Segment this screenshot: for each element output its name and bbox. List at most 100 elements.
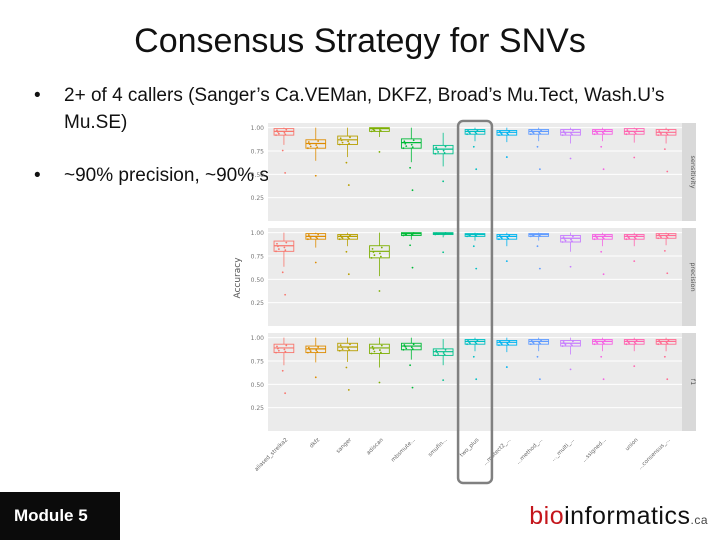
outlier-point [475,168,478,171]
jitter-point [412,139,415,142]
outlier-point [314,174,317,177]
brand-prefix: bio [529,502,565,530]
jitter-point [625,343,628,346]
jitter-point [317,346,320,348]
y-tick-label: 0.50 [251,277,265,284]
outlier-point [411,266,414,269]
jitter-point [348,349,350,351]
outlier-point [409,364,412,367]
jitter-point [444,348,447,351]
jitter-point [277,349,280,352]
jitter-point [434,354,437,357]
jitter-point [275,351,277,354]
jitter-point [627,341,630,343]
jitter-point [601,131,604,134]
x-tick-label: adiscan [366,437,386,457]
x-tick-label: ...method_... [515,437,544,466]
jitter-point [277,248,280,250]
jitter-point [373,254,376,257]
jitter-point [628,132,631,134]
jitter-point [412,232,415,234]
jitter-point [603,129,606,132]
jitter-point [601,236,604,239]
jitter-point [506,236,509,239]
y-tick-label: 1.00 [251,335,265,342]
outlier-point [538,378,541,381]
outlier-point [505,260,508,263]
outlier-point [409,166,412,169]
jitter-point [379,349,381,351]
jitter-point [474,341,477,344]
jitter-point [498,340,501,343]
jitter-point [562,341,565,343]
jitter-point [468,131,470,133]
jitter-point [309,237,312,239]
jitter-point [657,343,660,346]
jitter-point [539,235,542,237]
jitter-point [625,133,628,136]
jitter-point [572,235,574,238]
jitter-point [315,349,318,352]
jitter-point [561,134,564,137]
jitter-point [667,233,670,236]
jitter-point [306,147,309,150]
jitter-point [338,349,341,352]
outlier-point [600,250,603,253]
jitter-point [402,348,405,351]
bullet-glyph: • [34,165,41,186]
x-tick-label: ...consensus_... [637,437,671,471]
box-body [655,129,677,136]
outlier-point [347,389,350,391]
jitter-point [402,234,405,237]
jitter-point [601,341,604,344]
jitter-point [633,131,636,134]
outlier-point [378,381,381,384]
jitter-point [306,238,309,241]
facet-strip-label: f1 [689,379,697,385]
jitter-point [469,132,471,135]
outlier-point [378,290,381,292]
jitter-point [341,141,344,144]
jitter-point [596,132,599,135]
outlier-point [345,366,348,369]
jitter-point [530,339,533,342]
outlier-point [666,272,669,275]
jitter-point [594,129,597,132]
outlier-point [666,170,669,173]
jitter-point [499,131,502,134]
outlier-point [569,157,572,160]
jitter-point [276,242,278,245]
jitter-point [564,239,567,242]
jitter-point [371,345,374,348]
outlier-point [536,355,539,358]
outlier-point [633,365,636,368]
jitter-point [411,146,414,149]
jitter-point [275,134,277,137]
jitter-point [564,133,567,135]
jitter-point [532,234,535,237]
jitter-point [309,350,312,353]
jitter-point [500,133,503,136]
accuracy-boxplot-chart: Accuracy 1.00 0.75 0.50 0.25 sensitivity 1.00 0… [233,119,697,485]
jitter-point [657,134,660,137]
jitter-point [411,348,414,350]
jitter-point [529,133,532,136]
jitter-point [498,134,500,137]
jitter-point [634,342,637,345]
jitter-point [476,233,479,235]
jitter-point [476,339,479,342]
outlier-point [281,149,284,152]
jitter-point [474,131,477,134]
jitter-point [402,147,405,150]
jitter-point [508,340,511,343]
jitter-point [634,237,637,240]
jitter-point [666,342,669,345]
jitter-point [635,234,638,237]
jitter-point [285,128,288,131]
box-body [560,235,581,243]
jitter-point [531,131,534,133]
jitter-point [635,128,638,131]
jitter-point [283,348,286,351]
jitter-point [593,343,596,346]
jitter-point [442,149,445,152]
